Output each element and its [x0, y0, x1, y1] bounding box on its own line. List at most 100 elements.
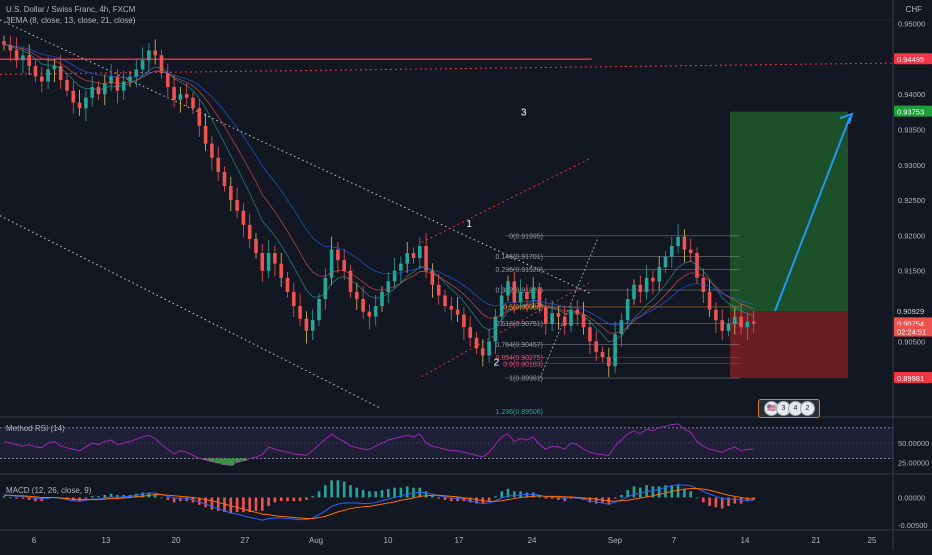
resistance-dotted-line: [0, 62, 894, 75]
candle-body: [575, 309, 580, 315]
rsi-oversold-fill: [202, 458, 209, 460]
fib-level-label: 0.764(0.90457): [496, 342, 543, 349]
macd-histogram-bar: [254, 497, 258, 511]
macd-histogram-bar: [166, 497, 170, 500]
symbol-title: U.S. Dollar / Swiss Franc, 4h, FXCM: [6, 5, 136, 14]
macd-histogram-bar: [286, 497, 289, 502]
macd-histogram-bar: [538, 496, 541, 498]
rsi-oversold-fill: [221, 458, 228, 465]
candle-body: [147, 50, 151, 61]
candle-body: [657, 267, 661, 282]
candle-body: [695, 253, 699, 278]
candle-body: [745, 321, 750, 328]
candle-body: [367, 311, 372, 317]
macd-histogram-bar: [248, 497, 251, 513]
candle-body: [468, 327, 472, 338]
candle-body: [493, 316, 498, 342]
candle-body: [235, 200, 239, 211]
event-bubble-count[interactable]: 2: [800, 401, 815, 416]
event-bubbles[interactable]: 🇺🇸 3 4 2: [758, 399, 820, 418]
candle-body: [506, 281, 510, 296]
candle-body: [304, 318, 309, 331]
macd-histogram-bar: [261, 497, 264, 511]
macd-histogram-bar: [443, 497, 447, 500]
macd-histogram-bar: [594, 497, 598, 504]
x-tick-label: 7: [672, 536, 677, 545]
descending-channel-top-line: [0, 19, 592, 295]
macd-histogram-bar: [412, 487, 415, 498]
macd-histogram-bar: [198, 497, 201, 505]
candle-body: [600, 351, 605, 357]
trend-upper-line: [421, 157, 592, 243]
macd-histogram-bar: [361, 490, 365, 498]
macd-histogram-bar: [708, 497, 711, 506]
candle-body: [222, 171, 227, 186]
rsi-tick-label: 50.00000: [898, 439, 929, 448]
candle-body: [392, 270, 397, 282]
x-tick-label: 27: [241, 536, 250, 545]
macd-histogram-bar: [9, 497, 12, 499]
stop-zone: [730, 311, 848, 379]
projection-arrow: [774, 116, 851, 312]
price-tag-bg: [894, 53, 932, 65]
fib-level-label: 0(0.91995): [509, 233, 543, 240]
candle-body: [128, 76, 132, 82]
rsi-oversold-fill: [240, 458, 247, 461]
candle-body: [720, 320, 724, 331]
candle-body: [386, 281, 391, 292]
candle-body: [588, 327, 592, 342]
macd-histogram-bar: [746, 497, 749, 502]
macd-histogram-bar: [160, 497, 163, 499]
x-tick-label: 25: [868, 536, 877, 545]
candle-body: [569, 309, 573, 326]
indicator-title: 3EMA (8, close, 13, close, 21, close): [6, 16, 136, 25]
candle-body: [726, 323, 731, 331]
candle-body: [701, 277, 706, 292]
candle-body: [153, 50, 157, 56]
macd-histogram-bar: [639, 487, 642, 498]
candle-body: [474, 337, 479, 349]
macd-histogram-bar: [210, 497, 214, 510]
macd-histogram-bar: [97, 496, 100, 498]
macd-histogram-bar: [242, 497, 245, 513]
candle-body: [436, 284, 441, 296]
event-bubble[interactable]: 🇺🇸: [764, 401, 779, 416]
x-tick-label: 24: [528, 536, 537, 545]
macd-histogram-bar: [544, 497, 548, 499]
candle-body: [556, 313, 561, 317]
y-tick-label: 0.92500: [898, 196, 925, 205]
fib-level-label: 0.854(0.90275): [496, 355, 543, 362]
candle-body: [8, 44, 13, 51]
macd-histogram-bar: [506, 488, 510, 498]
macd-histogram-bar: [103, 495, 107, 498]
macd-histogram-bar: [204, 497, 207, 508]
macd-histogram-bar: [405, 486, 409, 498]
candle-body: [279, 263, 283, 278]
candle-body: [670, 246, 674, 257]
candle-body: [65, 80, 69, 91]
fib-level-label: 0.618(0.90751): [496, 321, 543, 328]
candle-body: [380, 291, 384, 307]
y-tick-label: 0.91500: [898, 267, 925, 276]
candle-body: [140, 60, 145, 70]
fib-level-label: 0.236(0.91520): [496, 267, 543, 274]
candle-body: [329, 249, 334, 278]
candle-body: [751, 321, 756, 324]
fib-trend-line: [539, 237, 599, 379]
candle-body: [27, 55, 31, 66]
macd-tick-label: -0.00500: [898, 521, 928, 530]
macd-histogram-bar: [15, 497, 18, 499]
candle-body: [449, 306, 454, 310]
candle-body: [134, 69, 139, 77]
macd-histogram-bar: [179, 497, 182, 502]
wave-label-1: 1: [466, 219, 472, 230]
rsi-band: [0, 427, 893, 459]
macd-histogram-bar: [267, 497, 270, 506]
macd-histogram-bar: [626, 490, 629, 498]
x-tick-label: 10: [384, 536, 393, 545]
candle-body: [2, 41, 6, 45]
candle-body: [109, 76, 113, 84]
candle-body: [512, 281, 517, 303]
